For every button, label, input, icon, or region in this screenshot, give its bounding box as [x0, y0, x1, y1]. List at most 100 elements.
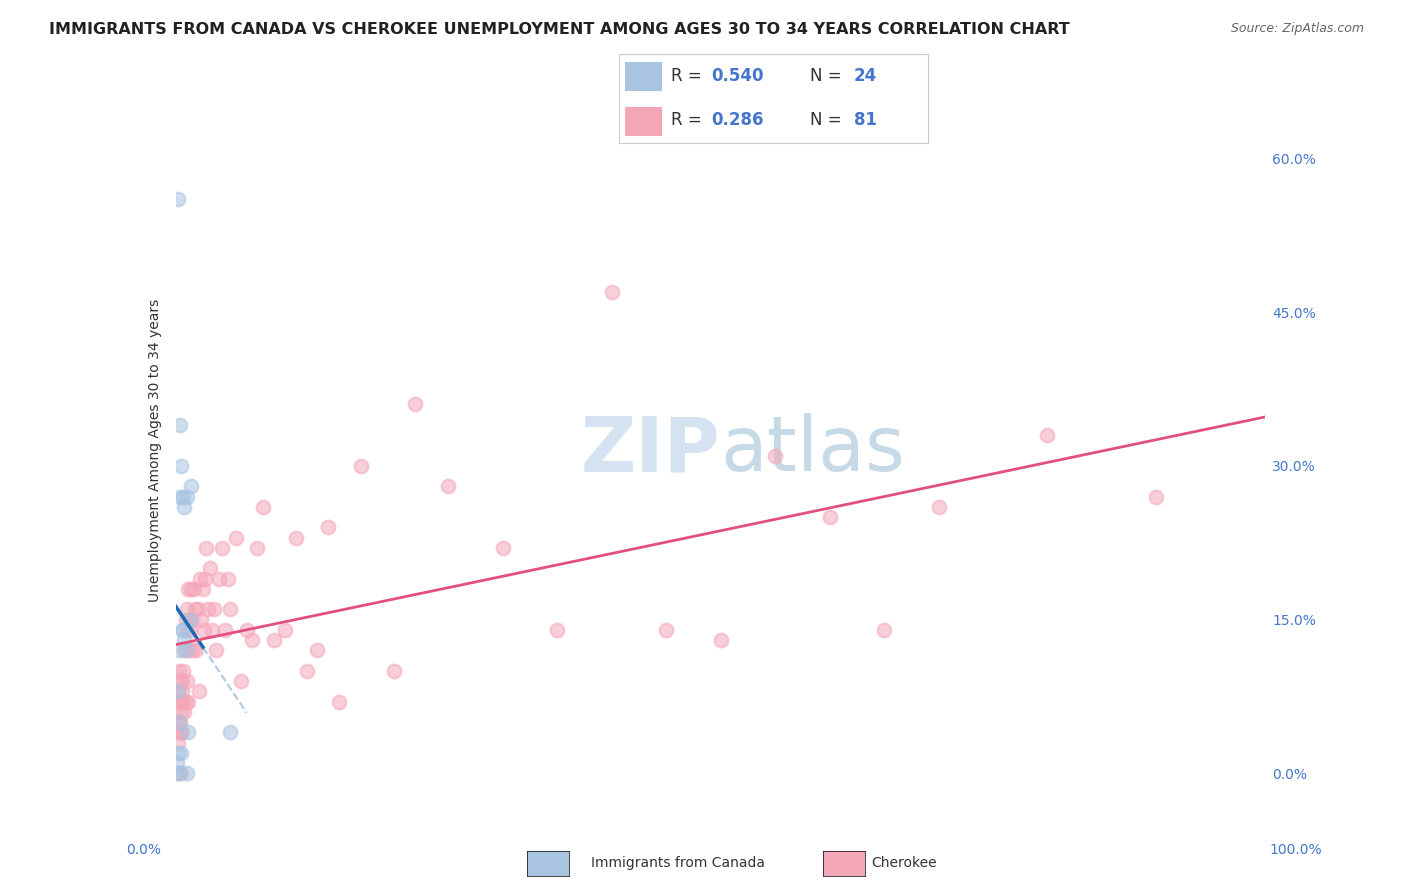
Y-axis label: Unemployment Among Ages 30 to 34 years: Unemployment Among Ages 30 to 34 years	[148, 299, 162, 602]
Point	[177, 725, 200, 739]
Point	[167, 715, 190, 730]
Point	[169, 674, 191, 689]
Point	[246, 541, 269, 555]
Point	[188, 572, 211, 586]
Text: Immigrants from Canada: Immigrants from Canada	[591, 856, 765, 871]
FancyBboxPatch shape	[624, 62, 662, 91]
Point	[177, 695, 200, 709]
Point	[173, 705, 195, 719]
Point	[181, 613, 204, 627]
Point	[191, 582, 214, 596]
Text: Cherokee: Cherokee	[872, 856, 938, 871]
Point	[307, 643, 329, 657]
Text: R =: R =	[671, 67, 707, 85]
Point	[167, 643, 190, 657]
Point	[186, 643, 208, 657]
Point	[176, 490, 198, 504]
Point	[174, 643, 197, 657]
Point	[492, 541, 515, 555]
Point	[382, 664, 405, 678]
Text: 81: 81	[853, 112, 877, 129]
Point	[170, 766, 193, 780]
Point	[190, 613, 212, 627]
Point	[211, 541, 233, 555]
Point	[169, 417, 191, 432]
Text: R =: R =	[671, 112, 707, 129]
Point	[437, 479, 460, 493]
Point	[655, 623, 678, 637]
Point	[167, 736, 190, 750]
Point	[169, 725, 191, 739]
Point	[172, 725, 194, 739]
Point	[172, 490, 194, 504]
Point	[167, 684, 190, 698]
Point	[172, 623, 194, 637]
Text: 0.0%: 0.0%	[127, 843, 162, 857]
Point	[219, 725, 242, 739]
Point	[184, 602, 207, 616]
Point	[177, 643, 200, 657]
Text: atlas: atlas	[721, 414, 905, 487]
Point	[167, 725, 190, 739]
Point	[818, 510, 841, 524]
Point	[202, 602, 225, 616]
Point	[295, 664, 318, 678]
Text: IMMIGRANTS FROM CANADA VS CHEROKEE UNEMPLOYMENT AMONG AGES 30 TO 34 YEARS CORREL: IMMIGRANTS FROM CANADA VS CHEROKEE UNEMP…	[49, 22, 1070, 37]
Point	[166, 766, 188, 780]
Point	[274, 623, 297, 637]
Point	[167, 766, 190, 780]
Point	[194, 572, 217, 586]
Point	[167, 695, 190, 709]
Point	[873, 623, 896, 637]
Point	[167, 746, 190, 760]
Text: ZIP: ZIP	[581, 414, 721, 487]
Point	[405, 397, 427, 411]
Point	[1036, 428, 1059, 442]
Point	[225, 531, 247, 545]
Point	[231, 674, 253, 689]
Point	[174, 613, 197, 627]
Point	[546, 623, 568, 637]
Text: 0.286: 0.286	[711, 112, 763, 129]
Point	[172, 695, 194, 709]
Point	[201, 623, 224, 637]
Point	[170, 695, 193, 709]
Point	[186, 602, 209, 616]
Text: N =: N =	[810, 112, 848, 129]
Point	[240, 633, 263, 648]
Point	[176, 674, 198, 689]
Point	[174, 695, 197, 709]
Point	[197, 602, 219, 616]
Point	[172, 684, 194, 698]
Point	[328, 695, 350, 709]
Point	[179, 623, 201, 637]
Point	[263, 633, 285, 648]
Point	[173, 643, 195, 657]
Point	[176, 602, 198, 616]
Point	[180, 479, 202, 493]
Point	[183, 582, 205, 596]
Point	[763, 449, 786, 463]
Point	[179, 613, 201, 627]
Point	[217, 572, 239, 586]
Point	[198, 561, 221, 575]
Point	[176, 623, 198, 637]
Point	[166, 715, 188, 730]
Point	[187, 684, 209, 698]
Point	[350, 458, 373, 473]
Point	[176, 766, 198, 780]
Point	[219, 602, 242, 616]
FancyBboxPatch shape	[624, 107, 662, 136]
Point	[195, 541, 218, 555]
Point	[167, 684, 190, 698]
Point	[1144, 490, 1167, 504]
Point	[169, 490, 191, 504]
Point	[252, 500, 274, 514]
Point	[284, 531, 307, 545]
Point	[208, 572, 231, 586]
Text: Source: ZipAtlas.com: Source: ZipAtlas.com	[1230, 22, 1364, 36]
Point	[173, 500, 195, 514]
Point	[172, 623, 194, 637]
Text: 100.0%: 100.0%	[1270, 843, 1322, 857]
Point	[172, 664, 194, 678]
